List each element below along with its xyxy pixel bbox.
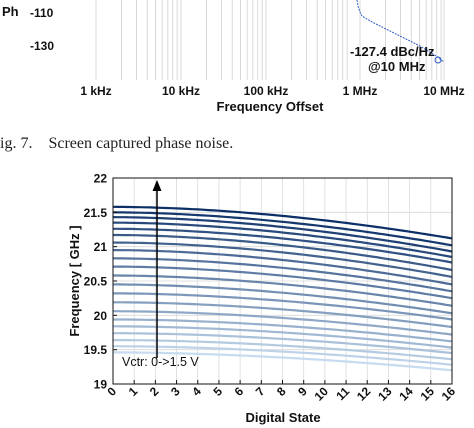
frequency-curve: [113, 274, 453, 307]
figure-caption: ig. 7. Screen captured phase noise.: [0, 135, 474, 155]
frequency-xtick-label: 8: [274, 384, 289, 399]
frequency-curve: [112, 211, 453, 247]
frequency-xtick-label: 12: [354, 384, 374, 404]
frequency-ytick-label: 19.5: [84, 343, 108, 357]
phase-noise-trace: [356, 0, 445, 63]
frequency-xtick-label: 9: [295, 384, 310, 399]
marker-point: [434, 56, 442, 64]
frequency-curve: [113, 233, 453, 272]
frequency-xtick-label: 4: [189, 384, 204, 399]
phase-noise-xtick: 100 kHz: [244, 84, 289, 98]
frequency-curve: [113, 318, 453, 343]
frequency-curves: [112, 205, 453, 372]
frequency-xtick-label: 15: [418, 384, 438, 404]
frequency-curve: [113, 292, 453, 321]
frequency-xtick-label: 14: [396, 384, 416, 404]
frequency-yticks: 19 19.5 20 20.5 21 21.5 22: [84, 172, 117, 392]
frequency-curve: [113, 332, 453, 355]
frequency-curve: [113, 325, 453, 349]
frequency-curve: [113, 283, 453, 315]
frequency-xtick-label: 0: [104, 384, 119, 399]
frequency-curve: [113, 227, 453, 264]
frequency-xtick-label: 10: [312, 384, 332, 404]
frequency-ytick-label: 20: [94, 309, 108, 323]
figure-caption-text: Screen captured phase noise.: [48, 135, 234, 152]
frequency-ytick-label: 21.5: [84, 206, 108, 220]
frequency-curve: [112, 216, 453, 253]
frequency-curve: [112, 257, 453, 293]
marker-offset-label: @10 MHz: [368, 59, 426, 74]
frequency-ylabel: Frequency [ GHz ]: [67, 225, 82, 336]
frequency-xtick-label: 11: [333, 384, 352, 403]
figure-label: ig. 7.: [0, 135, 33, 152]
phase-noise-gridlines: [95, 0, 445, 80]
frequency-ytick-label: 21: [94, 240, 108, 254]
phase-noise-xtick: 1 MHz: [343, 84, 378, 98]
frequency-curve: [113, 249, 453, 286]
frequency-curve: [112, 221, 453, 259]
phase-noise-xtick: 10 MHz: [423, 84, 464, 98]
phase-noise-ytick: -130: [30, 39, 54, 53]
phase-noise-ylabel-fragment: Ph: [2, 4, 19, 19]
frequency-ytick-label: 19: [94, 378, 108, 392]
phase-noise-xlabel: Frequency Offset: [217, 99, 325, 114]
vctr-annotation: Vctr: 0->1.5 V: [122, 355, 199, 369]
frequency-xtick-label: 1: [126, 384, 141, 399]
frequency-xtick-label: 16: [439, 384, 459, 404]
phase-noise-ytick: -110: [30, 6, 54, 20]
frequency-xtick-label: 7: [253, 384, 268, 399]
frequency-ytick-label: 20.5: [84, 275, 108, 289]
vctr-arrow-head: [152, 180, 162, 191]
phase-noise-plot: Ph -110 -130 -127.4 dBc/Hz @10 MHz 1 kHz…: [2, 0, 465, 114]
frequency-xtick-label: 6: [232, 384, 247, 399]
frequency-curve: [113, 339, 453, 361]
frequency-curve: [113, 351, 453, 372]
frequency-xtick-label: 2: [147, 384, 162, 399]
frequency-xtick-label: 13: [375, 384, 395, 404]
frequency-ytick-label: 22: [94, 172, 108, 186]
frequency-curve: [113, 301, 453, 329]
frequency-xtick-label: 5: [210, 384, 225, 399]
frequency-curve: [113, 345, 453, 366]
frequency-xlabel: Digital State: [245, 410, 320, 425]
frequency-curve: [112, 241, 453, 278]
frequency-curve: [113, 265, 453, 300]
frequency-curve: [112, 205, 453, 240]
frequency-curve: [113, 310, 453, 336]
marker-value-label: -127.4 dBc/Hz: [350, 44, 435, 59]
frequency-xtick-label: 3: [168, 384, 183, 399]
phase-noise-xtick: 1 kHz: [80, 84, 111, 98]
phase-noise-xtick: 10 kHz: [162, 84, 200, 98]
